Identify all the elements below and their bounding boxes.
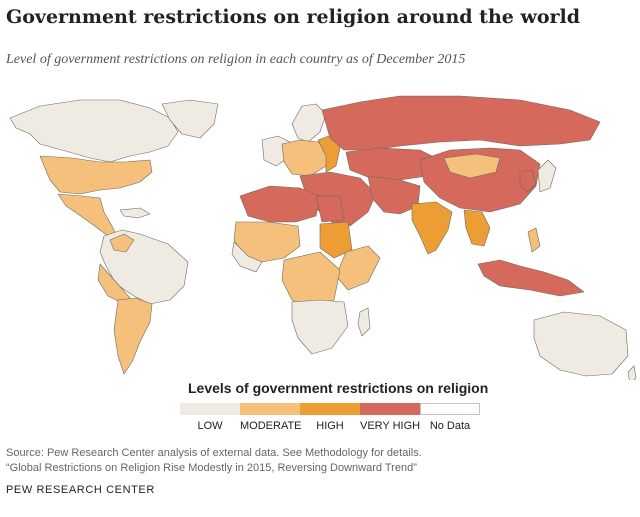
region-usa	[39, 155, 153, 195]
legend-swatch-high	[300, 403, 360, 415]
region-canada-alaska	[9, 99, 179, 163]
region-caribbean	[119, 207, 151, 219]
region-south-america-south	[113, 297, 153, 375]
region-venezuela	[109, 233, 135, 253]
world-map	[9, 95, 637, 380]
region-greenland	[161, 99, 219, 139]
region-southern-africa	[291, 299, 349, 355]
legend-label-no-data: No Data	[429, 420, 471, 432]
region-india	[411, 201, 453, 255]
region-se-asia	[463, 209, 491, 247]
map-title: Government restrictions on religion arou…	[6, 6, 581, 28]
region-mongolia	[443, 153, 501, 179]
legend-swatch-moderate	[240, 403, 300, 415]
region-korea	[519, 169, 537, 193]
region-mexico	[57, 193, 119, 239]
legend-bar	[180, 403, 480, 415]
region-australia	[533, 311, 629, 377]
region-indonesia	[477, 259, 585, 297]
region-madagascar	[357, 307, 371, 337]
legend-label-very-high: VERY HIGH	[360, 420, 421, 432]
region-japan	[537, 159, 557, 193]
legend-labels: LOW MODERATE HIGH VERY HIGH No Data	[180, 420, 480, 432]
region-egypt	[315, 195, 345, 223]
legend-swatch-very-high	[360, 403, 420, 415]
source-note: Source: Pew Research Center analysis of …	[6, 446, 422, 476]
source-line-1: Source: Pew Research Center analysis of …	[6, 447, 422, 459]
legend-swatch-low	[180, 403, 240, 415]
source-line-2: “Global Restrictions on Religion Rise Mo…	[6, 462, 417, 474]
region-sudan	[319, 221, 353, 259]
region-iran-afghanistan	[367, 175, 421, 215]
region-philippines	[527, 227, 541, 253]
legend-swatch-no-data	[420, 403, 480, 415]
region-north-africa	[239, 185, 321, 223]
region-west-africa-coast	[231, 241, 263, 273]
legend-label-moderate: MODERATE	[240, 420, 302, 432]
region-russia	[321, 95, 601, 151]
map-subtitle: Level of government restrictions on reli…	[6, 52, 466, 67]
legend-label-low: LOW	[197, 420, 223, 432]
region-new-zealand	[627, 365, 637, 380]
legend-title: Levels of government restrictions on rel…	[188, 380, 489, 396]
brand-footer: PEW RESEARCH CENTER	[6, 484, 155, 496]
legend-label-high: HIGH	[316, 420, 344, 432]
region-scandinavia	[291, 103, 327, 143]
